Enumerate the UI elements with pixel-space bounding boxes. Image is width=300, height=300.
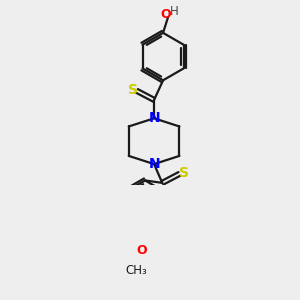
Text: N: N: [148, 157, 160, 171]
Text: O: O: [160, 8, 171, 21]
Text: S: S: [178, 166, 188, 180]
Text: N: N: [148, 111, 160, 125]
Text: O: O: [136, 244, 147, 257]
Text: H: H: [170, 5, 178, 18]
Text: S: S: [128, 83, 138, 97]
Text: CH₃: CH₃: [125, 264, 147, 277]
